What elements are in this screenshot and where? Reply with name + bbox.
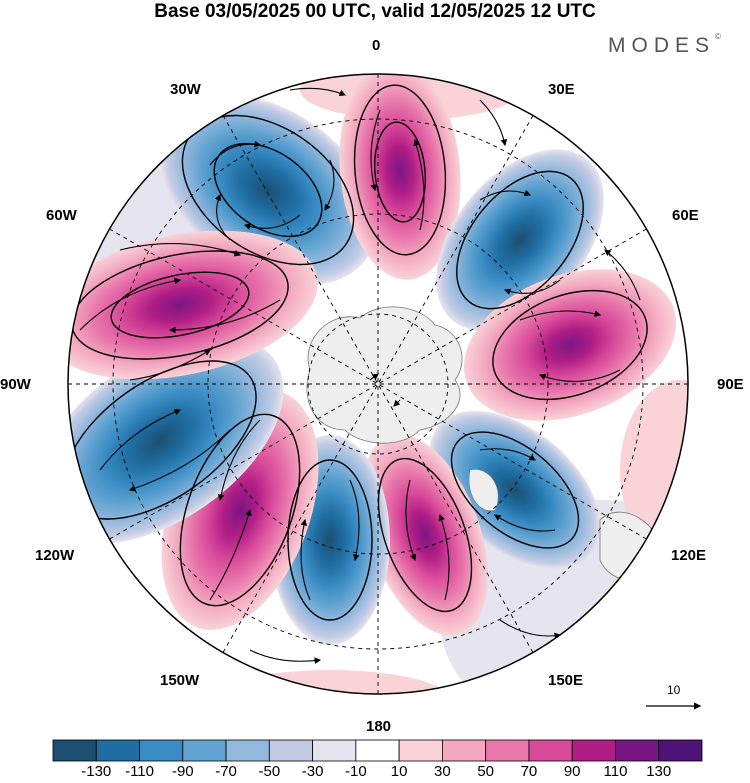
lon-label-180: 180 — [366, 718, 392, 735]
lon-label-90w: 90W — [0, 376, 31, 393]
lon-label-30w: 30W — [170, 81, 201, 98]
colorbar-tick-label: -10 — [345, 763, 367, 780]
chart-title: Base 03/05/2025 00 UTC, valid 12/05/2025… — [154, 1, 596, 22]
lon-label-120e: 120E — [671, 547, 707, 564]
anomaly-positive — [68, 230, 318, 380]
colorbar-tick-label: 130 — [646, 763, 672, 780]
lon-label-60w: 60W — [46, 207, 77, 224]
anomaly-weak-positive — [210, 670, 450, 694]
anomaly-positive — [463, 269, 677, 421]
lon-label-150e: 150E — [548, 672, 584, 689]
colorbar-tick-label: -70 — [215, 763, 237, 780]
reference-vector-label: 10 — [667, 683, 681, 697]
map-field — [68, 74, 688, 694]
colorbar-tick-label: 90 — [563, 763, 581, 780]
colorbar-tick-label: -110 — [125, 763, 154, 780]
colorbar-tick-label: 110 — [603, 763, 628, 780]
wind-vectors — [79, 87, 641, 664]
map-border — [67, 73, 689, 695]
lon-label-150w: 150W — [160, 672, 200, 689]
brand-logo: MODES© — [608, 32, 721, 58]
lon-label-30e: 30E — [548, 81, 575, 98]
landmass — [468, 469, 499, 512]
lon-label-90e: 90E — [717, 376, 744, 393]
colorbar-tick-label: 10 — [390, 763, 408, 780]
colorbar-tick-label: -50 — [258, 763, 281, 780]
polar-landmass — [306, 306, 463, 444]
brand-text: MODES — [608, 34, 716, 57]
lon-label-120w: 120W — [35, 547, 75, 564]
colorbar-tick-label: 70 — [520, 763, 538, 780]
lon-label-60e: 60E — [672, 207, 699, 224]
colorbar-tick-label: 50 — [477, 763, 494, 780]
colorbar-tick-label: -130 — [81, 763, 112, 780]
lon-label-0: 0 — [372, 37, 381, 54]
colorbar-tick-label: -30 — [301, 763, 324, 780]
colorbar-tick-label: -90 — [171, 763, 194, 780]
brand-mark: © — [715, 32, 721, 41]
anomaly-positive — [362, 434, 488, 636]
graticule — [68, 74, 688, 694]
colorbar-tick-label: 30 — [434, 763, 451, 780]
